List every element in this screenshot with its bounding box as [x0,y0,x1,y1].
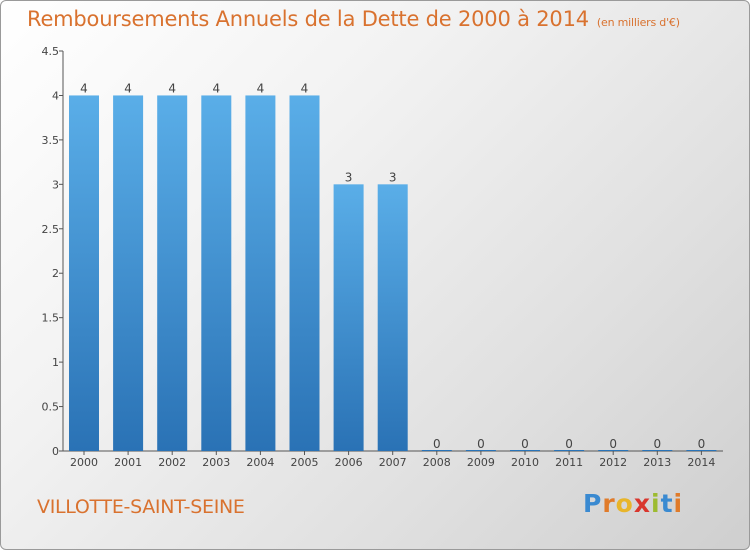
logo-letter: t [660,489,674,518]
data-label: 4 [212,81,220,95]
x-tick-label: 2004 [246,456,274,469]
y-tick-label: 1 [52,356,59,369]
x-tick-label: 2007 [379,456,407,469]
y-tick-label: 2 [52,267,59,280]
x-tick-label: 2003 [202,456,230,469]
x-tick-label: 2006 [335,456,363,469]
x-tick-label: 2011 [555,456,583,469]
data-label: 0 [433,437,441,451]
bar [289,95,320,451]
bar [554,450,585,451]
y-tick-label: 2.5 [42,223,60,236]
logo-letter: o [615,489,634,518]
data-label: 0 [521,437,529,451]
data-label: 4 [257,81,265,95]
y-tick-label: 4 [52,89,59,102]
logo-letter: P [583,489,603,518]
bar [201,95,232,451]
proxiti-logo: Proxiti [583,489,683,518]
bar [421,450,452,451]
bar [113,95,144,451]
data-label: 3 [345,170,353,184]
bar [598,450,629,451]
bar [69,95,99,451]
chart-title: Remboursements Annuels de la Dette de 20… [27,7,680,31]
x-tick-label: 2013 [643,456,671,469]
data-label: 0 [565,437,573,451]
logo-letter: i [651,489,661,518]
x-tick-label: 2009 [467,456,495,469]
bar [377,184,408,452]
bar [510,450,540,451]
x-tick-label: 2005 [291,456,319,469]
y-tick-label: 3.5 [42,134,60,147]
data-label: 0 [698,437,706,451]
x-tick-label: 2000 [70,456,98,469]
chart-unit-label: (en milliers d'€) [596,16,680,29]
x-tick-label: 2008 [423,456,451,469]
y-tick-label: 1.5 [42,312,60,325]
bar [157,95,188,451]
chart-title-text: Remboursements Annuels de la Dette de 20… [27,7,589,31]
x-tick-label: 2014 [687,456,715,469]
bar [686,450,717,451]
data-label: 3 [389,170,397,184]
commune-name: VILLOTTE-SAINT-SEINE [37,496,245,518]
data-label: 0 [609,437,617,451]
data-label: 4 [301,81,309,95]
x-tick-label: 2002 [158,456,186,469]
logo-letter: r [602,489,616,518]
logo-letter: x [633,489,651,518]
x-tick-label: 2001 [114,456,142,469]
data-label: 0 [477,437,485,451]
logo-letter: i [673,489,684,518]
data-label: 0 [653,437,661,451]
x-tick-label: 2010 [511,456,539,469]
y-tick-label: 0.5 [42,401,60,414]
bar [642,450,673,451]
data-label: 4 [124,81,132,95]
bar [245,95,276,451]
bar [333,184,364,452]
bar [465,450,496,451]
data-label: 4 [80,81,88,95]
y-tick-label: 3 [52,178,59,191]
x-tick-label: 2012 [599,456,627,469]
data-label: 4 [168,81,176,95]
y-tick-label: 4.5 [42,45,60,58]
y-tick-label: 0 [52,445,59,458]
